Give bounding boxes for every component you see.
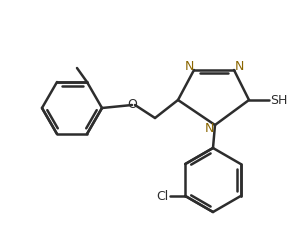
Text: N: N xyxy=(204,123,214,135)
Text: SH: SH xyxy=(270,94,288,106)
Text: N: N xyxy=(234,60,244,73)
Text: N: N xyxy=(184,60,194,73)
Text: O: O xyxy=(127,99,137,111)
Text: Cl: Cl xyxy=(156,189,168,203)
